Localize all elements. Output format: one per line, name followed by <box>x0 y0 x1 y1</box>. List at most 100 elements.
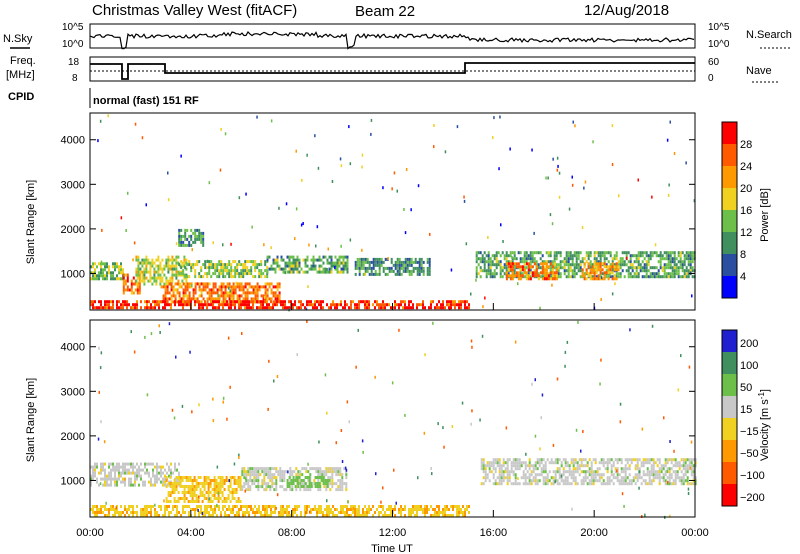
echo-cell <box>281 473 284 477</box>
echo-cell <box>559 272 562 276</box>
echo-cell <box>164 297 167 301</box>
echo-cell <box>192 291 195 295</box>
echo-cell <box>364 514 366 517</box>
echo-cell <box>284 303 286 307</box>
echo-cell <box>492 458 495 462</box>
echo-cell <box>514 479 517 483</box>
echo-cell <box>320 505 322 508</box>
echo-cell <box>140 306 142 310</box>
echo-cell <box>282 300 284 304</box>
echo-cell <box>542 464 545 468</box>
echo-cell <box>642 479 645 483</box>
echo-cell <box>110 474 112 478</box>
scatter-echo-cell <box>167 198 170 202</box>
echo-cell <box>296 261 299 265</box>
echo-cell <box>356 306 358 310</box>
echo-cell <box>242 272 245 276</box>
echo-cell <box>689 266 692 270</box>
echo-cell <box>685 254 688 258</box>
echo-cell <box>562 458 565 462</box>
echo-cell <box>130 282 133 286</box>
echo-cell <box>308 303 310 307</box>
echo-cell <box>604 467 607 471</box>
echo-cell <box>266 300 268 304</box>
echo-cell <box>617 272 620 276</box>
echo-cell <box>440 511 442 514</box>
echo-cell <box>394 272 397 276</box>
echo-cell <box>692 464 695 468</box>
echo-cell <box>288 267 291 271</box>
echo-cell <box>599 277 602 281</box>
echo-cell <box>323 485 326 489</box>
echo-cell <box>616 476 619 480</box>
echo-cell <box>366 300 368 304</box>
echo-cell <box>312 508 314 511</box>
echo-cell <box>685 275 688 279</box>
echo-cell <box>412 260 415 264</box>
echo-cell <box>90 508 92 511</box>
echo-cell <box>410 306 412 310</box>
echo-cell <box>498 458 501 462</box>
echo-cell <box>320 476 323 479</box>
echo-cell <box>362 266 365 270</box>
echo-cell <box>596 467 599 471</box>
echo-cell <box>452 300 454 304</box>
echo-cell <box>231 488 234 491</box>
echo-cell <box>116 277 118 281</box>
echo-cell <box>497 263 500 267</box>
echo-cell <box>250 306 252 310</box>
echo-cell <box>210 275 213 279</box>
echo-cell <box>245 488 248 492</box>
echo-cell <box>420 266 423 270</box>
echo-cell <box>178 243 181 247</box>
echo-cell <box>114 483 116 487</box>
echo-cell <box>438 306 440 310</box>
echo-cell <box>292 258 295 262</box>
scatter-echo-cell <box>566 340 569 344</box>
echo-cell <box>442 303 444 307</box>
echo-cell <box>169 485 172 488</box>
echo-cell <box>529 260 532 264</box>
echo-cell <box>257 476 260 480</box>
echo-cell <box>683 254 686 258</box>
echo-cell <box>661 257 664 261</box>
echo-cell <box>556 461 559 465</box>
echo-cell <box>332 264 335 268</box>
echo-cell <box>652 476 655 480</box>
echo-cell <box>166 471 168 475</box>
echo-cell <box>358 260 361 264</box>
echo-cell <box>406 306 408 310</box>
echo-cell <box>192 266 195 270</box>
echo-cell <box>609 268 612 272</box>
echo-cell <box>692 458 695 462</box>
echo-cell <box>486 476 489 480</box>
echo-cell <box>292 476 295 479</box>
echo-cell <box>254 291 257 295</box>
echo-cell <box>526 482 529 486</box>
scatter-echo-cell <box>539 306 541 310</box>
echo-cell <box>241 467 244 471</box>
echo-cell <box>673 272 676 276</box>
echo-cell <box>685 272 688 276</box>
echo-cell <box>536 482 539 486</box>
echo-cell <box>370 269 373 273</box>
echo-cell <box>214 511 216 514</box>
echo-cell <box>510 467 513 471</box>
echo-cell <box>610 467 613 471</box>
echo-cell <box>108 303 110 307</box>
echo-cell <box>220 282 223 286</box>
echo-cell <box>228 297 231 301</box>
echo-cell <box>208 511 210 514</box>
echo-cell <box>94 306 96 310</box>
scatter-echo-cell <box>651 324 654 328</box>
echo-cell <box>314 300 316 304</box>
scatter-echo-cell <box>575 428 578 432</box>
echo-cell <box>304 482 307 485</box>
echo-cell <box>218 288 221 292</box>
echo-cell <box>213 491 216 494</box>
echo-cell <box>404 300 406 304</box>
echo-cell <box>181 279 184 283</box>
echo-cell <box>448 300 450 304</box>
echo-cell <box>118 462 120 466</box>
echo-cell <box>242 288 245 292</box>
